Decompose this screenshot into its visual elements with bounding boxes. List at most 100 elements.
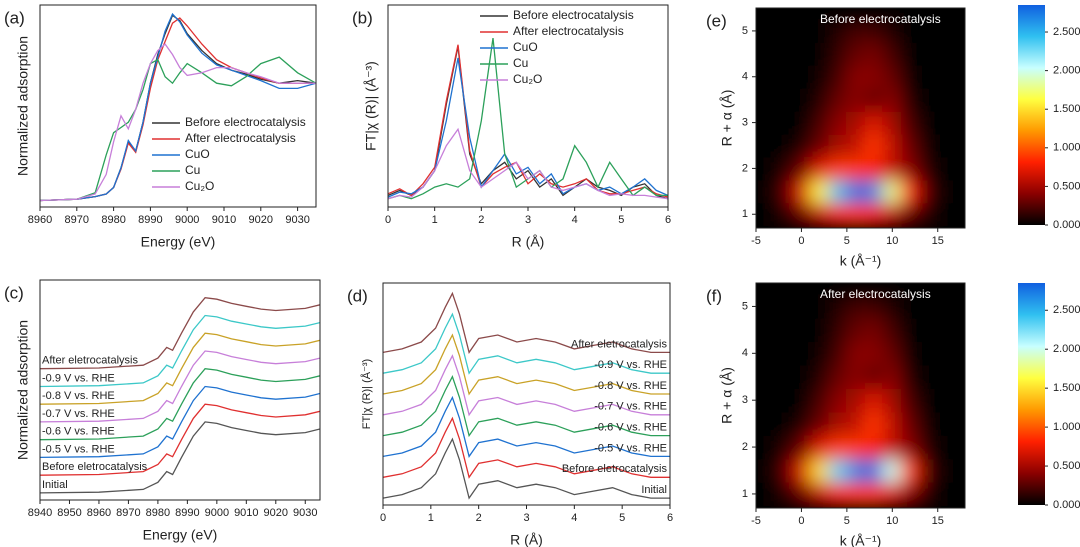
heat-cell [919,341,939,366]
heat-cell [919,202,939,227]
panel-label: (f) [706,286,722,305]
heat-cell [756,458,775,483]
x-tick-label: 1 [432,214,438,226]
heat-cell [900,156,921,181]
y-axis-label: R + α (Å) [719,90,735,147]
series-line [40,403,320,476]
heat-cell [773,411,793,436]
heat-cell [846,156,866,181]
heat-cell [810,294,830,319]
panel-label: (b) [352,8,373,27]
panel-label: (c) [4,283,24,302]
heat-cell [864,317,884,343]
series-label: Before eletrocatalysis [42,461,148,473]
heat-cell [791,202,812,227]
heat-cell [828,110,848,135]
heat-cell [900,179,921,204]
heat-cell [846,341,866,366]
heat-cell [756,387,775,413]
lines [40,12,316,202]
colorbar-tick-label: 1.500 [1053,103,1080,115]
x-tick-label: 8960 [87,507,111,519]
heat-cell [937,411,957,436]
heat-cell [810,64,830,89]
heat-cell [937,364,957,389]
heat-cell [919,434,939,460]
colorbar [1018,5,1045,225]
series-label: -0.9 V vs. RHE [42,372,115,384]
plot-frame [755,7,966,229]
x-tick-label: 3 [523,512,529,524]
series-line [383,354,670,417]
x-tick-label: 0 [798,235,804,247]
heat-cell [846,317,866,343]
heat-cell [882,387,902,413]
heat-cell [810,411,830,436]
heat-cell [773,434,793,460]
heat-cell [937,110,957,135]
heat-cell [756,341,775,366]
x-axis-label: k (Å⁻¹) [840,533,882,547]
heat-cell [791,411,812,436]
x-tick-label: 8950 [57,507,81,519]
colorbar-tick-label: 0.5000 [1053,180,1080,192]
heat-cell [937,41,957,66]
series-line [383,375,670,438]
heat-cell [846,64,866,89]
heat-cell [937,317,957,343]
x-tick-label: 5 [618,214,624,226]
y-tick-label: 2 [742,162,748,174]
heat-cell [864,364,884,389]
heat-cell [882,87,902,112]
y-axis-label: R + α (Å) [719,367,735,424]
heat-cell [828,294,848,319]
x-tick-label: 5 [619,512,625,524]
heat-cell [791,387,812,413]
series-line [40,421,320,494]
heat-cell [846,87,866,112]
heat-cell [828,202,848,227]
y-tick-label: 3 [742,116,748,128]
colorbar-tick-label: 1.500 [1053,382,1080,394]
panel-label: (e) [706,11,727,30]
legend-label: Cu₂O [513,72,542,86]
heat-cell [828,387,848,413]
panel-label: (a) [4,8,25,27]
heat-cell [791,87,812,112]
x-tick-label: 5 [844,515,850,527]
heat-cell [864,202,884,227]
heat-cell [900,294,921,319]
colorbar [1018,283,1045,505]
y-axis-label: FT|χ (R)| (Å⁻³) [360,359,373,429]
plot-frame [39,279,321,501]
y-tick-label: 4 [742,347,748,359]
heat-cell [937,202,957,227]
y-tick-label: 2 [742,441,748,453]
y-axis-label: Normalized adsorption [15,320,31,460]
heat-cell [773,156,793,181]
heat-cell [756,156,775,181]
heat-cell [756,411,775,436]
heat-cell [937,133,957,158]
series-label: After eletrocatalysis [571,338,667,350]
heat-cell [828,18,848,43]
heat-cell [846,387,866,413]
y-tick-label: 4 [742,71,748,83]
series-line [383,416,670,479]
heat-cell [882,202,902,227]
heat-cell [828,317,848,343]
heat-cell [864,481,884,507]
heat-cell [900,458,921,483]
panel: (c) Initial Before eletrocatalysis -0.5 V v… [4,279,321,543]
heat-cell [773,64,793,89]
heat-cell [773,110,793,135]
heat-cell [919,364,939,389]
heat-cell [900,341,921,366]
x-tick-label: 1 [428,512,434,524]
heat-cell [756,110,775,135]
series-line [40,385,320,459]
heat-cell [810,434,830,460]
series-label: -0.5 V vs. RHE [594,442,667,454]
heat-cell [900,64,921,89]
x-axis-label: R (Å) [510,532,543,547]
